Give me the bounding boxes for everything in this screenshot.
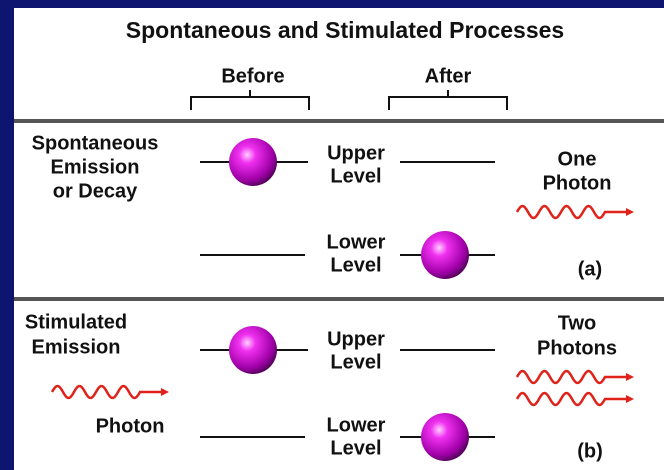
- photon-wave: [515, 369, 634, 385]
- photon-label: Two: [558, 312, 597, 334]
- photon-label: One: [558, 148, 597, 170]
- bracket: [190, 90, 310, 110]
- level-label: Level: [330, 437, 381, 459]
- column-label: Before: [221, 65, 284, 87]
- level-label: Lower: [327, 231, 386, 253]
- title: Spontaneous and Stimulated Processes: [126, 17, 564, 43]
- section-label: Emission: [51, 156, 140, 178]
- section-label: Stimulated: [25, 311, 127, 333]
- section-label: Spontaneous: [32, 132, 159, 154]
- column-label: After: [425, 65, 472, 87]
- electron: [229, 138, 277, 186]
- level-label: Upper: [327, 328, 385, 350]
- bracket: [388, 90, 508, 110]
- section-tag: (b): [577, 440, 603, 462]
- photon-label: Photons: [537, 337, 617, 359]
- section-tag: (a): [578, 258, 602, 280]
- photon-wave: [50, 384, 169, 400]
- level-label: Level: [330, 165, 381, 187]
- electron: [421, 413, 469, 461]
- level-label: Level: [330, 254, 381, 276]
- panel: [14, 8, 664, 470]
- photon-wave: [515, 204, 634, 220]
- incoming-label: Photon: [96, 415, 165, 437]
- section-label: or Decay: [53, 180, 138, 202]
- photon-label: Photon: [543, 172, 612, 194]
- level-label: Lower: [327, 414, 386, 436]
- electron: [229, 326, 277, 374]
- photon-wave: [515, 391, 634, 407]
- level-label: Level: [330, 351, 381, 373]
- electron: [421, 231, 469, 279]
- divider: [14, 119, 664, 123]
- section-label: Emission: [32, 336, 121, 358]
- divider: [14, 297, 664, 301]
- level-label: Upper: [327, 142, 385, 164]
